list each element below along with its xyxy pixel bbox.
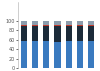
- Bar: [88, 21, 94, 25]
- Bar: [77, 26, 83, 41]
- Bar: [77, 41, 83, 68]
- Bar: [88, 41, 94, 68]
- Bar: [54, 42, 61, 68]
- Bar: [88, 25, 94, 26]
- Bar: [66, 41, 72, 68]
- Bar: [54, 26, 61, 42]
- Bar: [77, 25, 83, 26]
- Bar: [32, 26, 38, 41]
- Bar: [43, 21, 49, 25]
- Bar: [43, 25, 49, 26]
- Bar: [88, 26, 94, 41]
- Bar: [20, 21, 27, 25]
- Bar: [20, 25, 27, 26]
- Bar: [54, 21, 61, 25]
- Bar: [66, 26, 72, 41]
- Bar: [43, 41, 49, 68]
- Bar: [66, 25, 72, 26]
- Bar: [20, 41, 27, 68]
- Bar: [20, 26, 27, 41]
- Bar: [32, 21, 38, 25]
- Bar: [54, 25, 61, 26]
- Bar: [32, 41, 38, 68]
- Bar: [32, 25, 38, 26]
- Bar: [66, 21, 72, 25]
- Bar: [77, 21, 83, 25]
- Bar: [43, 26, 49, 41]
